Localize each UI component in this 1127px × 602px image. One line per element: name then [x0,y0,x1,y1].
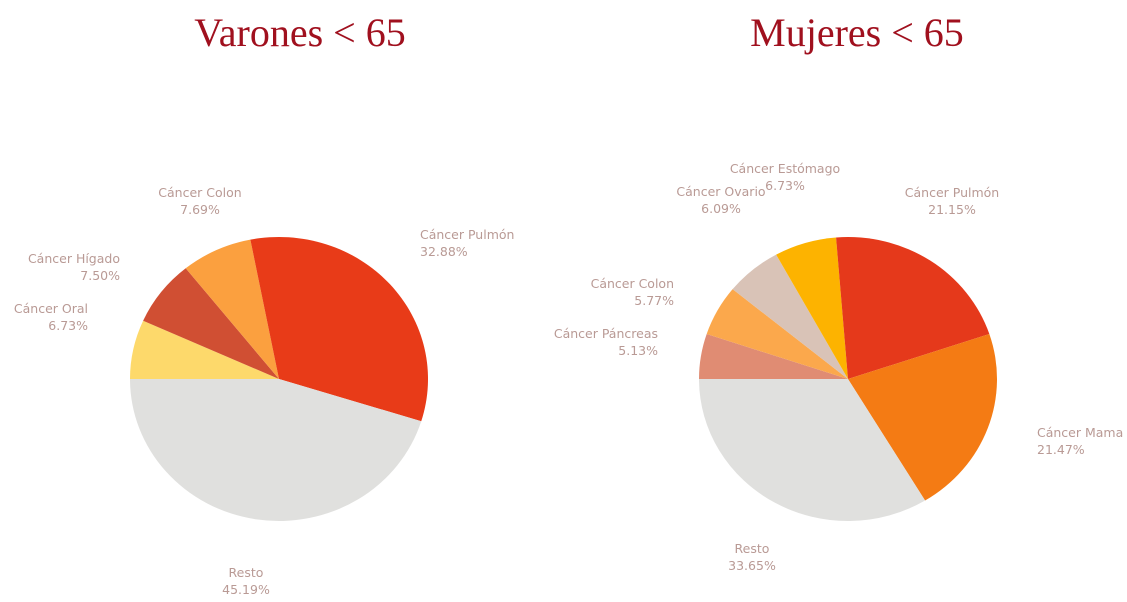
slice-label: Cáncer Páncreas [554,326,658,341]
pie-slice [250,237,428,422]
slice-label: Cáncer Pulmón [905,185,999,200]
chart-title: Mujeres < 65 [750,10,964,55]
pie-slice [143,268,279,379]
slice-value-label: 45.19% [222,582,270,597]
pie-slice [732,254,848,379]
slice-value-label: 32.88% [420,244,468,259]
pie-slice [185,239,279,379]
slice-label: Cáncer Colon [591,276,674,291]
pie-slice [836,236,990,379]
slice-label: Resto [735,541,770,556]
pie-slice [699,379,926,521]
slice-value-label: 5.77% [634,293,674,308]
slice-value-label: 33.65% [728,558,776,573]
slice-value-label: 6.09% [701,201,741,216]
slice-label: Resto [229,565,264,580]
pie-slice [776,237,848,379]
chart-title: Varones < 65 [194,10,405,55]
slice-label: Cáncer Pulmón [420,227,514,242]
slice-value-label: 21.15% [928,202,976,217]
slice-label: Cáncer Mama [1037,425,1123,440]
slice-value-label: 7.69% [180,202,220,217]
slice-label: Cáncer Ovario [676,184,765,199]
pie-slice [130,379,422,521]
slice-label: Cáncer Estómago [730,161,840,176]
pie-slice [699,334,848,379]
pie-slice [130,320,279,379]
slice-value-label: 21.47% [1037,442,1085,457]
slice-value-label: 7.50% [80,268,120,283]
slice-value-label: 5.13% [618,343,658,358]
slice-label: Cáncer Oral [14,301,88,316]
slice-value-label: 6.73% [765,178,805,193]
slice-label: Cáncer Hígado [28,251,120,266]
slice-value-label: 6.73% [48,318,88,333]
pie-slice [848,334,997,501]
slice-label: Cáncer Colon [158,185,241,200]
pie-slice [706,289,848,379]
